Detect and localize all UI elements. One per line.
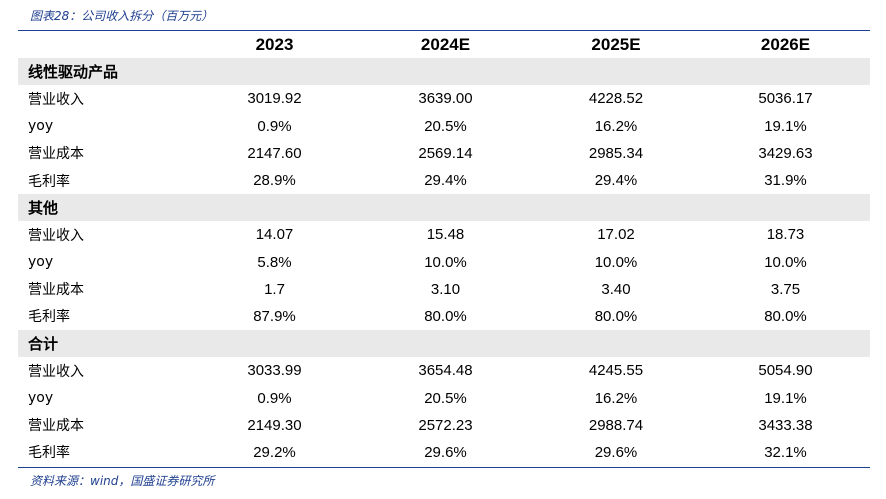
value-cell: 0.9% [257,389,292,407]
table-row: yoy 0.9% 20.5% 16.2% 19.1% [18,384,870,411]
table-row: 营业收入 3033.99 3654.48 4245.55 5054.90 [18,357,870,384]
value-cell: 3654.48 [418,362,473,380]
table-top-rule [18,30,870,31]
value-cell: 19.1% [764,389,807,407]
value-cell: 4228.52 [588,90,644,108]
value-cell: 3019.92 [247,90,302,108]
row-label: 营业收入 [28,227,84,244]
table-row: yoy 0.9% 20.5% 16.2% 19.1% [18,113,870,140]
value-cell: 3433.38 [758,416,813,434]
row-label: 毛利率 [28,309,70,326]
header-cell-2025e: 2025E [591,34,641,54]
value-cell: 0.9% [257,117,292,135]
table-row: 毛利率 28.9% 29.4% 29.4% 31.9% [18,167,870,194]
value-cell: 3.10 [430,280,461,298]
revenue-breakdown-table: 2023 2024E 2025E 2026E 线性驱动产品营业收入 3019.92… [18,31,870,466]
value-cell: 16.2% [594,117,638,135]
value-cell: 3429.63 [758,144,813,162]
row-label: 营业成本 [28,282,84,299]
table-row: 营业成本 1.7 3.10 3.40 3.75 [18,276,870,303]
value-cell: 29.4% [424,172,467,190]
value-cell: 2985.34 [588,144,644,162]
value-cell: 80.0% [764,307,807,325]
value-cell: 10.0% [424,253,467,271]
value-cell: 80.0% [424,307,467,325]
section-title: 合计 [18,330,870,358]
value-cell: 5.8% [257,253,292,271]
table-caption: 图表28：公司收入拆分（百万元） [30,9,214,23]
value-cell: 31.9% [764,172,807,190]
value-cell: 20.5% [424,117,467,135]
value-cell: 10.0% [764,253,807,271]
row-label: 毛利率 [28,173,70,190]
table-row: 营业成本 2149.30 2572.23 2988.74 3433.38 [18,412,870,439]
value-cell: 10.0% [594,253,638,271]
header-row: 2023 2024E 2025E 2026E [18,31,870,58]
section-header-row: 合计 [18,330,870,358]
value-cell: 29.6% [594,443,638,461]
value-cell: 2572.23 [418,416,473,434]
value-cell: 29.4% [594,172,638,190]
header-cell-2024e: 2024E [420,34,471,54]
value-cell: 29.6% [424,443,467,461]
section-header-row: 其他 [18,194,870,222]
value-cell: 2988.74 [588,416,644,434]
section-header-row: 线性驱动产品 [18,58,870,86]
value-cell: 3.40 [601,280,631,298]
value-cell: 15.48 [426,226,465,244]
value-cell: 14.07 [255,226,294,244]
value-cell: 2147.60 [247,144,302,162]
value-cell: 3639.00 [418,90,473,108]
header-cell-blank [18,31,189,58]
value-cell: 5036.17 [758,90,813,108]
table-row: 毛利率 29.2% 29.6% 29.6% 32.1% [18,439,870,466]
row-label: 营业成本 [28,146,84,163]
row-label: 营业收入 [28,363,84,380]
value-cell: 4245.55 [588,362,644,380]
table-bottom-rule [18,467,870,468]
value-cell: 17.02 [597,226,635,244]
row-label: yoy [28,118,54,135]
value-cell: 20.5% [424,389,467,407]
row-label: yoy [28,254,54,271]
table-row: 营业收入 3019.92 3639.00 4228.52 5036.17 [18,85,870,112]
section-title: 线性驱动产品 [18,58,870,86]
header-cell-2023: 2023 [255,34,294,54]
value-cell: 80.0% [594,307,638,325]
value-cell: 28.9% [253,172,296,190]
value-cell: 5054.90 [758,362,813,380]
value-cell: 16.2% [594,389,638,407]
row-label: yoy [28,390,54,407]
value-cell: 3.75 [770,280,801,298]
row-label: 营业收入 [28,91,84,108]
value-cell: 18.73 [766,226,805,244]
value-cell: 87.9% [253,307,296,325]
value-cell: 3033.99 [247,362,302,380]
row-label: 营业成本 [28,418,84,435]
section-title: 其他 [18,194,870,222]
table-row: 营业收入 14.07 15.48 17.02 18.73 [18,221,870,248]
value-cell: 32.1% [764,443,807,461]
source-note: 资料来源：wind，国盛证券研究所 [30,474,215,488]
value-cell: 19.1% [764,117,807,135]
value-cell: 29.2% [253,443,296,461]
table-row: 毛利率 87.9% 80.0% 80.0% 80.0% [18,303,870,330]
header-cell-2026e: 2026E [760,34,811,54]
value-cell: 1.7 [264,280,285,298]
table-row: 营业成本 2147.60 2569.14 2985.34 3429.63 [18,140,870,167]
table-row: yoy 5.8% 10.0% 10.0% 10.0% [18,249,870,276]
row-label: 毛利率 [28,445,70,462]
value-cell: 2149.30 [247,416,302,434]
value-cell: 2569.14 [418,144,473,162]
